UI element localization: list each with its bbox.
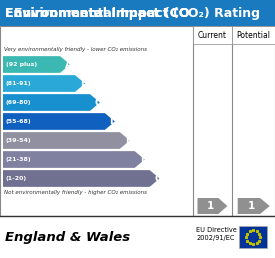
Text: (92 plus): (92 plus) [6,62,37,67]
Text: Not environmentally friendly - higher CO₂ emissions: Not environmentally friendly - higher CO… [4,190,147,195]
Text: (21-38): (21-38) [6,157,32,162]
Bar [0,26,275,216]
Polygon shape [3,132,130,149]
Text: Very environmentally friendly - lower CO₂ emissions: Very environmentally friendly - lower CO… [4,47,147,52]
Polygon shape [3,75,85,92]
Text: Potential: Potential [237,30,271,39]
Bar [0,216,275,258]
Text: D: D [109,117,117,126]
Text: A: A [65,60,72,69]
Text: Environmental Impact (CO₂) Rating: Environmental Impact (CO₂) Rating [15,6,260,20]
Text: EU Directive
2002/91/EC: EU Directive 2002/91/EC [197,227,237,241]
Polygon shape [3,94,100,111]
Text: (69-80): (69-80) [6,100,32,105]
Bar [239,226,267,248]
Text: 1: 1 [207,201,214,211]
Text: B: B [80,78,87,88]
Text: England & Wales: England & Wales [5,230,130,244]
Text: F: F [140,155,147,165]
Polygon shape [197,198,227,214]
Text: Environmental Impact (CO: Environmental Impact (CO [5,6,189,20]
Text: Environmental Impact (CO: Environmental Impact (CO [5,6,189,20]
Text: (1-20): (1-20) [6,176,27,181]
Text: G: G [154,173,162,183]
Text: (81-91): (81-91) [6,81,32,86]
Polygon shape [3,151,145,168]
Text: (55-68): (55-68) [6,119,32,124]
Polygon shape [3,56,70,73]
Polygon shape [3,170,160,187]
Text: 1: 1 [248,201,255,211]
Bar [0,0,275,26]
Polygon shape [3,113,115,130]
Text: C: C [95,98,102,108]
Bar [192,26,232,44]
Bar [232,26,275,44]
Text: (39-54): (39-54) [6,138,32,143]
Text: E: E [125,135,132,146]
Polygon shape [238,198,270,214]
Text: Current: Current [198,30,227,39]
